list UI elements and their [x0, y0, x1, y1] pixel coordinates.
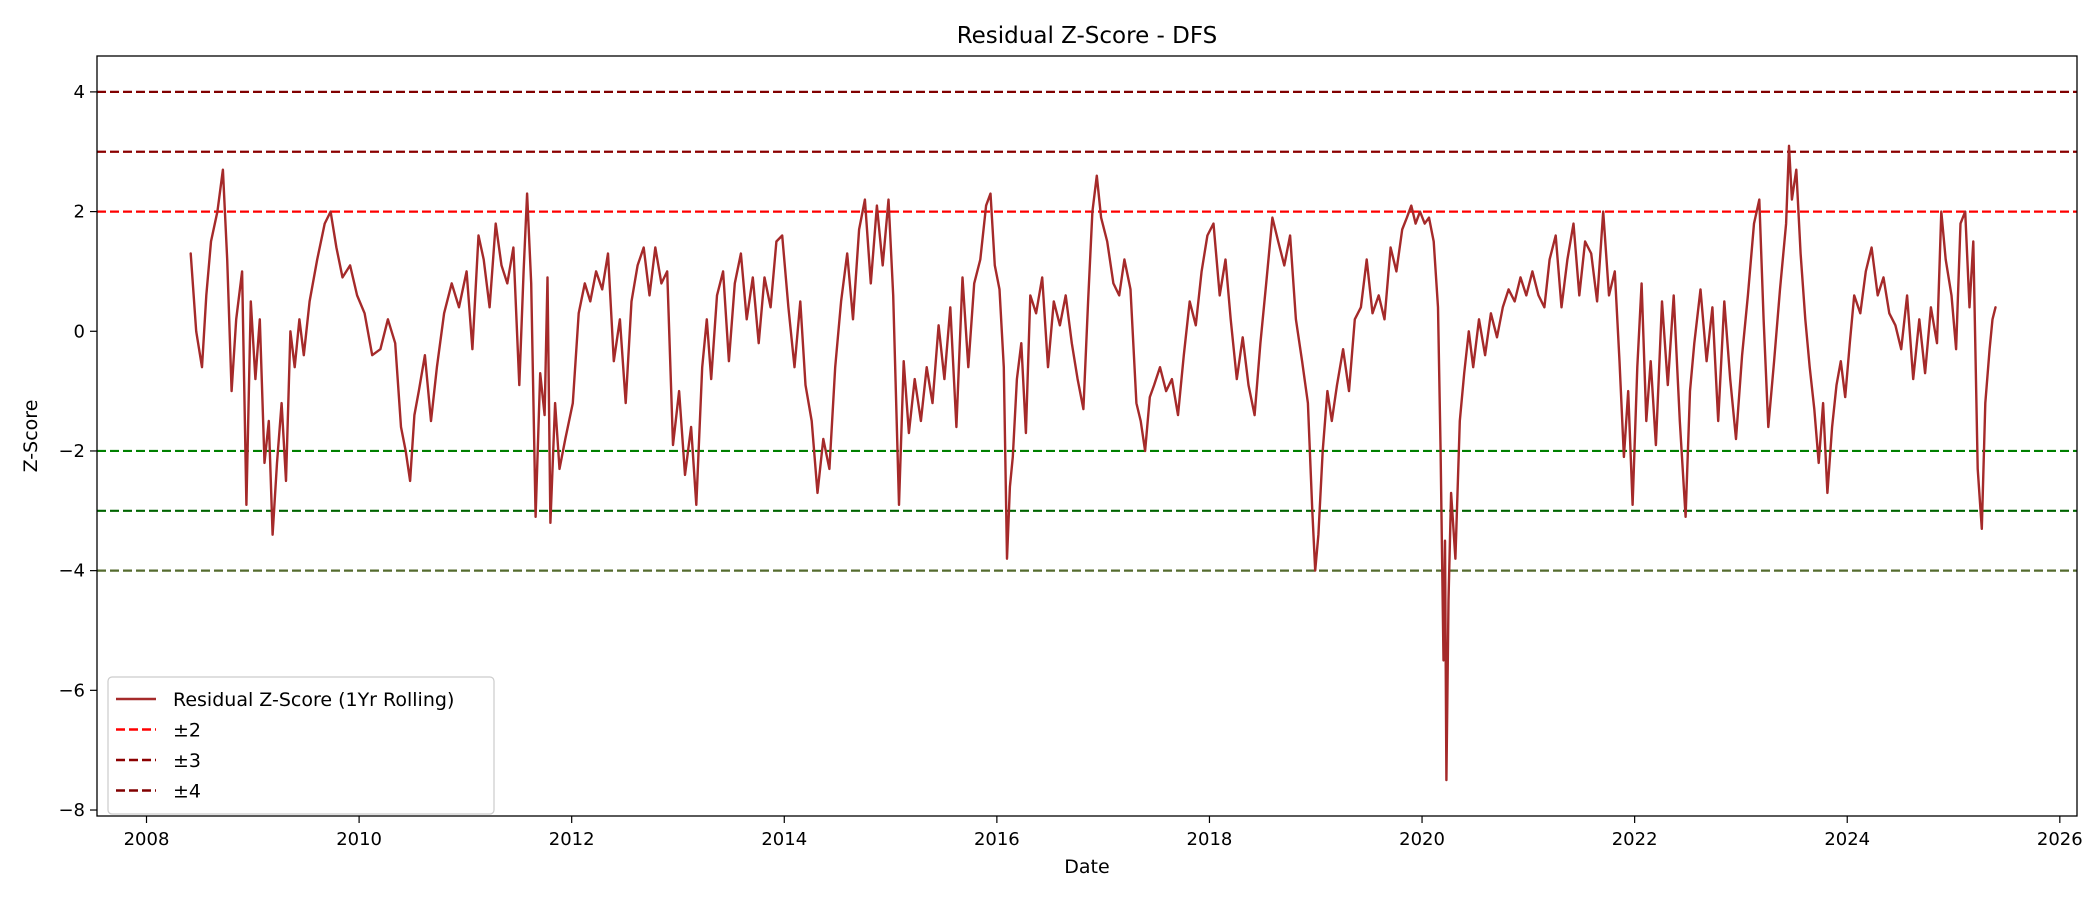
x-tick-label: 2026 — [2037, 829, 2083, 850]
legend-label-4: ±4 — [173, 781, 201, 803]
x-tick-label: 2022 — [1612, 829, 1658, 850]
legend-box — [107, 676, 495, 815]
x-tick-label: 2012 — [549, 829, 595, 850]
x-tick-label: 2018 — [1187, 829, 1233, 850]
x-tick-label: 2008 — [124, 829, 170, 850]
legend-label-2: ±2 — [173, 720, 201, 742]
legend: Residual Z-Score (1Yr Rolling) ±2 ±3 ±4 — [107, 676, 495, 815]
chart-title: Residual Z-Score - DFS — [957, 23, 1218, 49]
y-tick-label: −4 — [58, 561, 85, 582]
x-tick-label: 2010 — [336, 829, 382, 850]
x-tick-label: 2016 — [974, 829, 1020, 850]
x-axis-ticks: 2008 2010 2012 2014 2016 2018 2020 2022 2024 2026 — [124, 816, 2083, 850]
legend-label-1: Residual Z-Score (1Yr Rolling) — [173, 689, 454, 711]
x-tick-label: 2014 — [761, 829, 807, 850]
y-tick-label: 2 — [74, 202, 85, 223]
y-tick-label: 0 — [74, 321, 85, 342]
y-tick-label: −6 — [58, 680, 85, 701]
y-tick-label: −8 — [58, 800, 85, 821]
x-axis-label: Date — [1064, 856, 1109, 878]
x-tick-label: 2024 — [1824, 829, 1870, 850]
series-layer — [189, 144, 1997, 782]
y-tick-label: −2 — [58, 441, 85, 462]
x-tick-label: 2020 — [1399, 829, 1445, 850]
legend-label-3: ±3 — [173, 750, 201, 772]
plot-frame — [96, 55, 2078, 817]
y-axis-ticks: 4 2 0 −2 −4 −6 −8 — [58, 82, 97, 821]
series-line-1 — [189, 144, 1997, 782]
y-axis-label: Z-Score — [20, 400, 42, 473]
reference-lines — [97, 90, 2077, 572]
y-tick-label: 4 — [74, 82, 85, 103]
